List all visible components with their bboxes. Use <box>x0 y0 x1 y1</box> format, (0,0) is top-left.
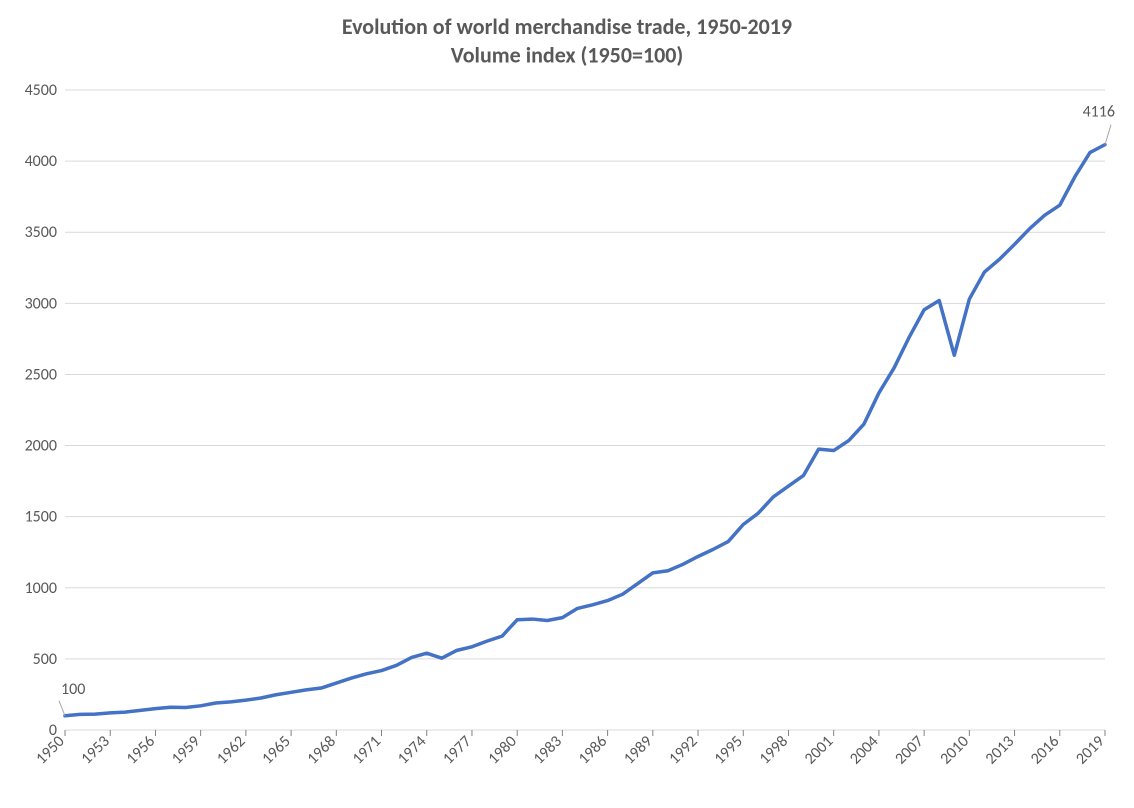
y-tick-label: 3000 <box>25 294 57 313</box>
y-tick-label: 4000 <box>25 152 57 171</box>
callout-label: 4116 <box>1083 103 1115 122</box>
y-tick-label: 3500 <box>25 223 57 242</box>
y-tick-label: 4500 <box>25 81 57 100</box>
callout-label: 100 <box>61 680 85 699</box>
y-tick-label: 500 <box>33 650 57 669</box>
y-tick-label: 2500 <box>25 365 57 384</box>
chart-title-line1: Evolution of world merchandise trade, 19… <box>342 13 792 40</box>
chart-container: Evolution of world merchandise trade, 19… <box>0 0 1134 808</box>
y-tick-label: 2000 <box>25 437 57 456</box>
y-tick-label: 1000 <box>25 579 57 598</box>
y-tick-label: 1500 <box>25 508 57 527</box>
line-chart: Evolution of world merchandise trade, 19… <box>0 0 1134 808</box>
chart-title-line2: Volume index (1950=100) <box>451 42 684 69</box>
